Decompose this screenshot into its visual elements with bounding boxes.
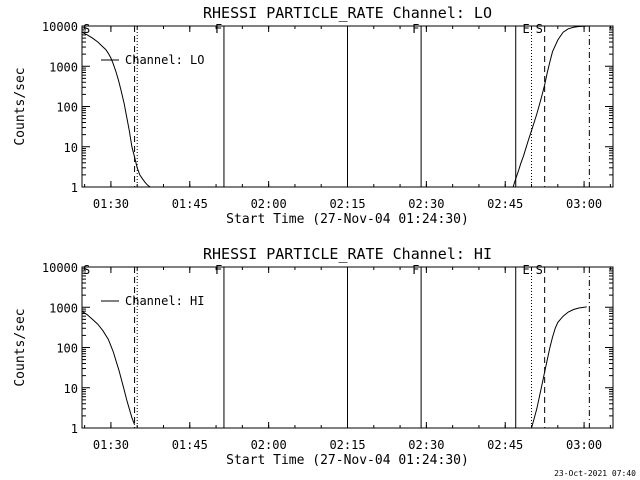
event-marker-label: F [215, 22, 222, 36]
x-tick-label: 02:00 [251, 438, 287, 452]
event-marker-label: S [536, 22, 543, 36]
y-tick-label: 1000 [49, 60, 78, 74]
panel-hi: RHESSI PARTICLE_RATE Channel: HI Start Ti… [13, 245, 614, 468]
x-tick-label: 02:00 [251, 197, 287, 211]
legend-label: Channel: LO [125, 53, 204, 67]
chart-title: RHESSI PARTICLE_RATE Channel: LO [203, 4, 492, 22]
y-axis-label: Counts/sec [13, 67, 28, 145]
x-tick-label: 03:00 [566, 438, 602, 452]
x-tick-label: 02:30 [408, 438, 444, 452]
event-marker-label: S [83, 22, 90, 36]
x-axis-label: Start Time (27-Nov-04 01:24:30) [226, 212, 469, 227]
x-axis-label: Start Time (27-Nov-04 01:24:30) [226, 453, 469, 468]
series-line [81, 31, 151, 188]
x-tick-label: 01:45 [172, 438, 208, 452]
event-marker-label: S [83, 263, 90, 277]
x-tick-label: 01:45 [172, 197, 208, 211]
series-line [531, 306, 587, 429]
y-tick-label: 10000 [42, 20, 78, 34]
y-tick-label: 1000 [49, 301, 78, 315]
x-tick-label: 03:00 [566, 197, 602, 211]
event-marker-label: F [412, 263, 419, 277]
y-tick-label: 10 [64, 141, 78, 155]
series-line [81, 310, 136, 425]
x-tick-label: 02:15 [329, 438, 365, 452]
y-axis-label: Counts/sec [13, 308, 28, 386]
y-tick-label: 1 [71, 181, 78, 195]
footer-date: 23-Oct-2021 07:40 [554, 469, 636, 478]
event-marker-label: E [523, 263, 530, 277]
series-line [512, 25, 590, 188]
y-tick-label: 100 [56, 101, 78, 115]
x-tick-label: 01:30 [93, 197, 129, 211]
event-marker-label: F [412, 22, 419, 36]
y-tick-label: 10000 [42, 261, 78, 275]
event-marker-label: E [523, 22, 530, 36]
x-tick-label: 01:30 [93, 438, 129, 452]
x-tick-label: 02:15 [329, 197, 365, 211]
x-tick-label: 02:45 [487, 197, 523, 211]
chart-title: RHESSI PARTICLE_RATE Channel: HI [203, 245, 492, 263]
panel-lo: RHESSI PARTICLE_RATE Channel: LO Start Ti… [13, 4, 614, 227]
x-tick-label: 02:45 [487, 438, 523, 452]
y-tick-label: 100 [56, 342, 78, 356]
legend-label: Channel: HI [125, 294, 204, 308]
x-tick-label: 02:30 [408, 197, 444, 211]
y-tick-label: 10 [64, 382, 78, 396]
event-marker-label: F [215, 263, 222, 277]
event-marker-label: S [536, 263, 543, 277]
y-tick-label: 1 [71, 422, 78, 436]
